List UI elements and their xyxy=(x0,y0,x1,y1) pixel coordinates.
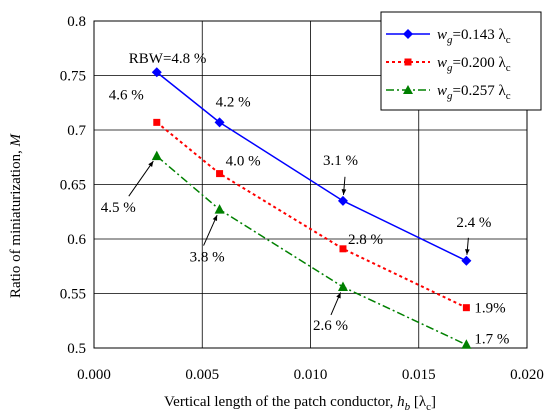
x-axis-label-var-sub: b xyxy=(405,401,411,413)
data-point xyxy=(461,339,472,349)
annotation-arrowhead xyxy=(212,215,218,222)
legend-var-2: w xyxy=(437,83,447,99)
data-label: 2.6 % xyxy=(313,318,348,334)
y-axis-label-text: Ratio of miniaturization, xyxy=(8,146,24,298)
data-point xyxy=(461,255,472,266)
data-label: 2.4 % xyxy=(456,215,491,231)
y-axis-ticks: 0.5 0.55 0.6 0.65 0.7 0.75 0.8 xyxy=(60,14,87,357)
x-axis-label-text: Vertical length of the patch conductor, xyxy=(164,394,397,410)
data-label: 2.8 % xyxy=(348,232,383,248)
legend-marker-0 xyxy=(403,29,413,39)
legend-marker-1 xyxy=(404,58,412,66)
data-point xyxy=(337,281,348,291)
y-axis-label: Ratio of miniaturization, M xyxy=(8,132,24,298)
data-label: 1.9% xyxy=(474,301,505,317)
legend-value-1: =0.200 λ xyxy=(453,55,507,71)
x-tick-label: 0.000 xyxy=(77,367,111,383)
annotation-arrowhead xyxy=(148,161,154,167)
series-line-2 xyxy=(156,155,467,346)
x-tick-label: 0.010 xyxy=(294,367,328,383)
legend-var-0: w xyxy=(437,27,447,43)
plot-area xyxy=(93,20,528,349)
annotation-arrowhead xyxy=(336,292,341,299)
legend-label-1: wg=0.200 λc xyxy=(437,55,511,74)
data-label: 4.5 % xyxy=(101,200,136,216)
data-point xyxy=(216,170,224,178)
legend-value-0: =0.143 λ xyxy=(453,27,507,43)
data-point xyxy=(153,118,161,126)
legend-label-0: wg=0.143 λc xyxy=(437,27,511,46)
x-axis-label-var: h xyxy=(397,394,405,410)
series-2 xyxy=(151,150,472,349)
y-tick-label: 0.55 xyxy=(60,287,86,303)
data-label: 4.6 % xyxy=(109,87,144,103)
series-1 xyxy=(153,118,470,312)
legend-unit-sub-0: c xyxy=(506,34,511,46)
x-axis-label-unit-sub: c xyxy=(426,401,431,413)
y-tick-label: 0.7 xyxy=(67,123,86,139)
data-point xyxy=(214,117,225,128)
legend-var-sub-2: g xyxy=(447,90,453,102)
y-axis-label-var: M xyxy=(8,132,24,147)
annotation-arrowhead xyxy=(341,189,347,195)
x-axis-label: Vertical length of the patch conductor, … xyxy=(164,394,436,413)
x-axis-label-unit: [λ xyxy=(410,394,427,410)
legend-unit-sub-1: c xyxy=(506,62,511,74)
y-tick-label: 0.65 xyxy=(60,178,86,194)
legend-value-2: =0.257 λ xyxy=(453,83,507,99)
x-tick-label: 0.020 xyxy=(510,367,544,383)
x-axis-label-unit-close: ] xyxy=(431,394,436,410)
x-tick-label: 0.015 xyxy=(402,367,436,383)
series-0 xyxy=(151,67,472,266)
data-point xyxy=(151,150,162,161)
data-label: 4.2 % xyxy=(216,94,251,110)
data-label: 3.1 % xyxy=(323,153,358,169)
y-tick-label: 0.5 xyxy=(67,341,86,357)
series-line-1 xyxy=(156,121,467,309)
y-tick-label: 0.75 xyxy=(60,69,86,85)
y-tick-label: 0.8 xyxy=(67,14,86,30)
legend: wg=0.143 λc wg=0.200 λc wg=0.257 λc xyxy=(380,11,542,111)
series-layer xyxy=(151,67,472,349)
data-label: 4.0 % xyxy=(226,154,261,170)
series-line-0 xyxy=(156,71,467,262)
annotation-arrow xyxy=(203,214,218,246)
data-point xyxy=(214,204,225,214)
legend-label-2: wg=0.257 λc xyxy=(437,83,511,102)
data-point xyxy=(337,195,348,206)
data-label: 1.7 % xyxy=(474,332,509,348)
legend-var-sub-1: g xyxy=(447,62,453,74)
x-axis-ticks: 0.000 0.005 0.010 0.015 0.020 xyxy=(77,367,544,383)
legend-var-1: w xyxy=(437,55,447,71)
legend-item-2: wg=0.257 λc xyxy=(386,83,511,102)
data-label: 3.8 % xyxy=(190,250,225,266)
data-point xyxy=(462,304,470,312)
data-label: RBW=4.8 % xyxy=(129,51,207,67)
legend-unit-sub-2: c xyxy=(506,90,511,102)
x-tick-label: 0.005 xyxy=(185,367,219,383)
data-point xyxy=(151,67,162,78)
annotation-arrow xyxy=(128,160,154,197)
legend-var-sub-0: g xyxy=(447,34,453,46)
y-tick-label: 0.6 xyxy=(67,232,86,248)
legend-item-1: wg=0.200 λc xyxy=(386,55,511,74)
legend-item-0: wg=0.143 λc xyxy=(386,27,511,46)
data-point xyxy=(339,245,347,253)
annotation-layer: RBW=4.8 % 4.2 % 3.1 % 2.4 % 4.6 % 4.0 % 2.8 % 1… xyxy=(101,51,510,348)
legend-marker-2 xyxy=(403,85,413,94)
annotation-arrowhead xyxy=(465,249,470,255)
